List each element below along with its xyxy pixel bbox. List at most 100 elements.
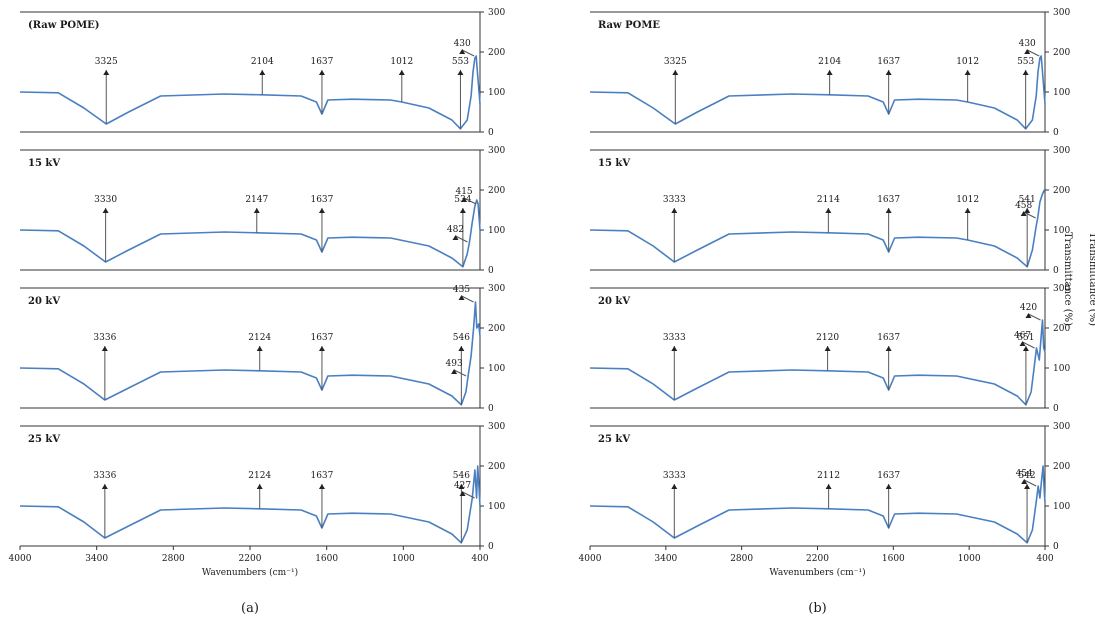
peak-marker-line xyxy=(463,197,477,205)
peak-marker-arrow xyxy=(103,70,110,75)
x-tick-label: 2800 xyxy=(730,554,753,564)
peak-marker-arrow xyxy=(458,295,465,300)
peak-label: 3333 xyxy=(663,333,686,343)
peak-marker-arrow xyxy=(826,70,833,75)
peak-label: 1012 xyxy=(956,195,979,205)
peak-marker-arrow xyxy=(318,70,325,75)
peak-marker-arrow xyxy=(461,197,468,202)
peak-marker-arrow xyxy=(885,208,892,213)
peak-marker-arrow xyxy=(102,208,109,213)
peak-label: 1012 xyxy=(956,57,979,67)
peak-marker-arrow xyxy=(964,208,971,213)
x-tick-label: 2200 xyxy=(239,554,262,564)
peak-label: 1637 xyxy=(877,57,900,67)
panel-title: 25 kV xyxy=(598,434,630,445)
peak-marker-arrow xyxy=(671,346,678,351)
peak-marker-line xyxy=(1026,49,1040,57)
peak-marker-arrow xyxy=(1025,313,1032,318)
peak-marker-arrow xyxy=(256,484,263,489)
x-tick-label: 3400 xyxy=(85,554,108,564)
peak-marker-line xyxy=(461,49,475,57)
peak-label: 553 xyxy=(452,57,469,67)
peak-label: 3325 xyxy=(95,57,118,67)
y-tick-label: 100 xyxy=(488,88,505,98)
peak-label: 467 xyxy=(1014,331,1031,341)
x-axis-title: Wavenumbers (cm⁻¹) xyxy=(769,567,865,578)
peak-label: 546 xyxy=(453,471,470,481)
panel-title: 15 kV xyxy=(28,158,60,169)
peak-marker-arrow xyxy=(259,70,266,75)
peak-marker-arrow xyxy=(1022,346,1029,351)
peak-marker-arrow xyxy=(318,484,325,489)
y-tick-label: 100 xyxy=(1053,502,1070,512)
peak-label: 482 xyxy=(447,225,464,235)
spectrum-line xyxy=(589,319,1046,406)
y-tick-label: 200 xyxy=(488,48,505,58)
peak-marker-arrow xyxy=(1022,70,1029,75)
spectrum-line xyxy=(589,465,1046,544)
peak-label: 493 xyxy=(446,359,463,369)
panel-title: (Raw POME) xyxy=(28,20,100,31)
peak-marker-arrow xyxy=(671,484,678,489)
panel-title: Raw POME xyxy=(598,20,660,31)
y-tick-label: 0 xyxy=(1053,266,1059,276)
y-axis-title: Transmittance (%) xyxy=(1087,232,1095,326)
peak-label: 1637 xyxy=(310,333,333,343)
y-tick-label: 300 xyxy=(488,8,505,18)
spectrum-line xyxy=(589,55,1046,130)
y-tick-label: 0 xyxy=(488,128,494,138)
peak-label: 541 xyxy=(1019,195,1036,205)
peak-marker-arrow xyxy=(457,70,464,75)
y-tick-label: 100 xyxy=(488,502,505,512)
y-tick-label: 200 xyxy=(1053,324,1070,334)
peak-marker-arrow xyxy=(101,484,108,489)
peak-marker-arrow xyxy=(256,346,263,351)
peak-label: 430 xyxy=(1019,39,1036,49)
peak-marker-arrow xyxy=(458,484,465,489)
peak-label: 542 xyxy=(1018,471,1035,481)
peak-label: 3333 xyxy=(663,471,686,481)
y-tick-label: 300 xyxy=(1053,422,1070,432)
spectrum-line xyxy=(19,465,481,544)
peak-marker-arrow xyxy=(318,208,325,213)
y-tick-label: 200 xyxy=(488,186,505,196)
peak-label: 3336 xyxy=(93,333,116,343)
peak-marker-arrow xyxy=(1021,479,1028,484)
y-tick-label: 300 xyxy=(1053,284,1070,294)
panel-title: 20 kV xyxy=(598,296,630,307)
y-tick-label: 0 xyxy=(1053,128,1059,138)
x-tick-label: 1600 xyxy=(315,554,338,564)
peak-marker-line xyxy=(461,295,474,303)
peak-marker-arrow xyxy=(398,70,405,75)
peak-marker-line xyxy=(1028,313,1041,321)
y-tick-label: 200 xyxy=(1053,48,1070,58)
peak-label: 3330 xyxy=(94,195,117,205)
peak-marker-arrow xyxy=(452,235,459,240)
peak-marker-arrow xyxy=(458,346,465,351)
peak-marker-arrow xyxy=(885,70,892,75)
y-tick-label: 300 xyxy=(1053,146,1070,156)
peak-marker-arrow xyxy=(1020,211,1027,216)
figure-caption: (a) xyxy=(241,601,259,616)
y-tick-label: 300 xyxy=(488,284,505,294)
peak-label: 415 xyxy=(455,187,472,197)
y-tick-label: 0 xyxy=(1053,404,1059,414)
peak-label: 551 xyxy=(1017,333,1034,343)
peak-label: 2114 xyxy=(817,195,840,205)
peak-marker-arrow xyxy=(253,208,260,213)
peak-label: 1637 xyxy=(877,471,900,481)
peak-marker-arrow xyxy=(964,70,971,75)
peak-label: 435 xyxy=(453,285,470,295)
y-tick-label: 100 xyxy=(1053,88,1070,98)
peak-marker-arrow xyxy=(318,346,325,351)
peak-marker-line xyxy=(1023,211,1036,219)
peak-marker-arrow xyxy=(825,484,832,489)
peak-marker-line xyxy=(462,491,475,499)
peak-marker-arrow xyxy=(451,369,458,374)
peak-marker-arrow xyxy=(824,346,831,351)
peak-label: 420 xyxy=(1020,303,1037,313)
peak-marker-line xyxy=(1022,341,1035,349)
peak-label: 2124 xyxy=(248,333,271,343)
peak-marker-arrow xyxy=(101,346,108,351)
